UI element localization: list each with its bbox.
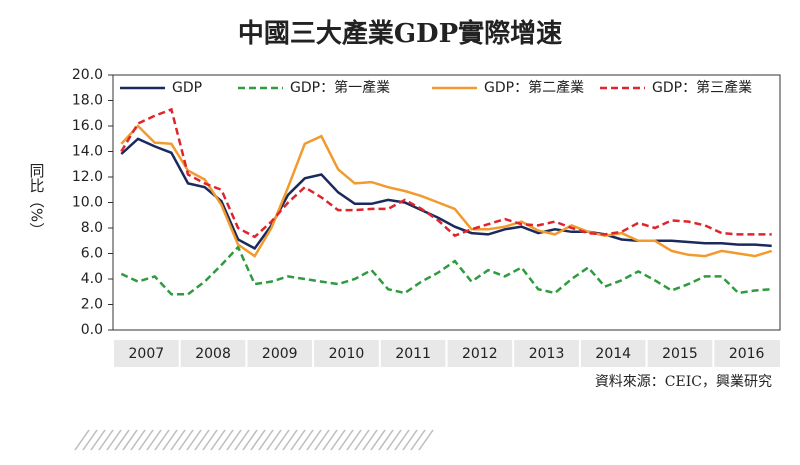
y-tick-label: 16.0	[72, 118, 103, 134]
hatch-line	[178, 429, 194, 451]
hatch-line	[114, 429, 130, 451]
hatch-line	[362, 429, 378, 451]
series-line	[120, 137, 772, 251]
hatch-line	[314, 429, 330, 451]
hatch-line	[282, 429, 298, 451]
hatch-line	[338, 429, 354, 451]
hatch-line	[298, 429, 314, 451]
source: 資料來源：CEIC，興業研究	[595, 374, 772, 390]
series-line	[120, 124, 773, 258]
hatch-line	[74, 429, 90, 451]
hatch-line	[82, 429, 98, 451]
series-line	[120, 107, 772, 239]
x-group-label: 2011	[395, 346, 431, 362]
series-line	[120, 244, 772, 296]
y-tick-label: 12.0	[72, 169, 103, 185]
hatch-line	[394, 429, 410, 451]
hatch-line	[106, 429, 122, 451]
hatch-line	[226, 429, 242, 451]
hatch-line	[250, 429, 266, 451]
legend-label: GDP：第三產業	[652, 79, 752, 96]
hatch-line	[130, 429, 146, 451]
x-group-label: 2009	[262, 346, 298, 362]
plot-frame	[112, 74, 781, 331]
x-group-label: 2013	[529, 346, 565, 362]
x-group-label: 2012	[462, 346, 498, 362]
hatch-line	[162, 429, 178, 451]
y-tick-label: 14.0	[72, 144, 103, 160]
hatch-line	[322, 429, 338, 451]
hatch-line	[274, 429, 290, 451]
hatch-line	[386, 429, 402, 451]
hatch-line	[418, 429, 434, 451]
hatch-line	[90, 429, 106, 451]
hatch	[74, 429, 434, 451]
hatch-line	[98, 429, 114, 451]
hatch-line	[258, 429, 274, 451]
x-group-label: 2007	[129, 346, 165, 362]
y-tick-label: 18.0	[72, 93, 103, 109]
hatch-line	[330, 429, 346, 451]
hatch-line	[306, 429, 322, 451]
hatch-line	[210, 429, 226, 451]
legend-label: GDP：第一產業	[290, 79, 390, 96]
hatch-line	[410, 429, 426, 451]
y-tick-label: 4.0	[81, 271, 103, 287]
hatch-line	[138, 429, 154, 451]
chart-title: 中國三大產業GDP實際增速	[238, 18, 562, 49]
hatch-line	[346, 429, 362, 451]
hatch-line	[242, 429, 258, 451]
hatch-line	[170, 429, 186, 451]
hatch-line	[186, 429, 202, 451]
hatch-line	[202, 429, 218, 451]
hatch-line	[154, 429, 170, 451]
y-axis-label: 同比（%）	[28, 163, 46, 237]
hatch-line	[234, 429, 250, 451]
hatch-line	[122, 429, 138, 451]
x-group-label: 2010	[329, 346, 365, 362]
hatch-line	[146, 429, 162, 451]
y-tick-label: 10.0	[72, 195, 103, 211]
x-group-label: 2008	[195, 346, 231, 362]
x-group-label: 2014	[595, 346, 631, 362]
hatch-line	[266, 429, 282, 451]
y-tick-label: 8.0	[81, 220, 103, 236]
hatch-line	[218, 429, 234, 451]
y-tick-label: 0.0	[81, 322, 103, 338]
hatch-line	[378, 429, 394, 451]
y-tick-label: 20.0	[72, 67, 103, 83]
hatch-line	[354, 429, 370, 451]
legend-label: GDP：第二產業	[484, 79, 584, 96]
hatch-line	[402, 429, 418, 451]
hatch-line	[194, 429, 210, 451]
x-group-label: 2015	[662, 346, 698, 362]
y-tick-label: 2.0	[81, 297, 103, 313]
hatch-line	[370, 429, 386, 451]
y-tick-label: 6.0	[81, 246, 103, 262]
hatch-line	[290, 429, 306, 451]
legend-label: GDP	[172, 80, 202, 96]
x-group-label: 2016	[729, 346, 765, 362]
